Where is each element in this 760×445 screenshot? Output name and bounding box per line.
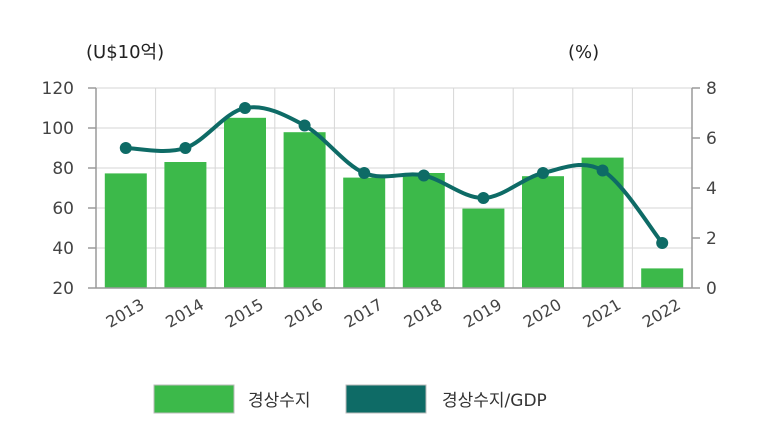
- x-tick-label: 2022: [639, 295, 684, 332]
- legend-label-line: 경상수지/GDP: [442, 391, 547, 411]
- y-left-tick-label: 60: [52, 199, 74, 219]
- gdp-ratio-line: [123, 105, 665, 245]
- bar-2020: [522, 176, 564, 288]
- x-tick-label: 2014: [162, 295, 207, 332]
- bar-series: [104, 117, 684, 288]
- bar-2022: [641, 268, 684, 288]
- bar-2015: [224, 117, 266, 288]
- bar-2016: [283, 132, 326, 288]
- left-unit-label: (U$10억): [86, 42, 164, 63]
- x-tick-label: 2018: [401, 295, 446, 332]
- x-tick-label: 2017: [341, 295, 386, 332]
- bar-2018: [402, 173, 445, 288]
- y-right-tick-label: 4: [706, 179, 717, 199]
- y-right-tick-label: 8: [706, 79, 717, 99]
- bar-2014: [164, 162, 207, 288]
- y-left-tick-label: 100: [42, 119, 74, 139]
- line-series: [119, 102, 669, 249]
- legend-label-bar: 경상수지: [248, 391, 311, 411]
- x-tick-label: 2013: [103, 295, 148, 332]
- point-2017: [358, 167, 371, 179]
- bar-2017: [343, 177, 386, 288]
- x-tick-label: 2020: [520, 295, 565, 332]
- point-2020: [537, 167, 549, 179]
- bar-2013: [104, 173, 147, 288]
- x-tick-label: 2019: [460, 295, 505, 332]
- y-right-tick-label: 2: [706, 229, 717, 249]
- y-right-tick-label: 6: [706, 129, 717, 149]
- y-left-tick-label: 80: [52, 159, 74, 179]
- x-tick-label: 2021: [579, 295, 624, 332]
- x-tick-label: 2015: [222, 295, 267, 332]
- legend-swatch-line: [345, 384, 427, 414]
- y-right-tick-label: 0: [706, 279, 717, 299]
- bar-2021: [581, 157, 624, 288]
- point-2018: [417, 169, 430, 182]
- point-2013: [119, 142, 132, 154]
- point-2016: [298, 119, 311, 132]
- y-left-tick-label: 120: [42, 79, 74, 99]
- bar-2019: [462, 208, 505, 288]
- point-2021: [596, 164, 609, 177]
- y-left-tick-label: 20: [52, 279, 74, 299]
- point-2022: [656, 237, 669, 249]
- y-left-tick-label: 40: [52, 239, 74, 259]
- point-2015: [239, 102, 251, 114]
- legend-swatch-bar: [153, 384, 235, 414]
- right-unit-label: (%): [568, 42, 599, 63]
- legend: 경상수지 경상수지/GDP: [153, 384, 547, 414]
- point-2014: [179, 142, 192, 154]
- x-tick-label: 2016: [281, 295, 326, 332]
- point-2019: [477, 192, 490, 204]
